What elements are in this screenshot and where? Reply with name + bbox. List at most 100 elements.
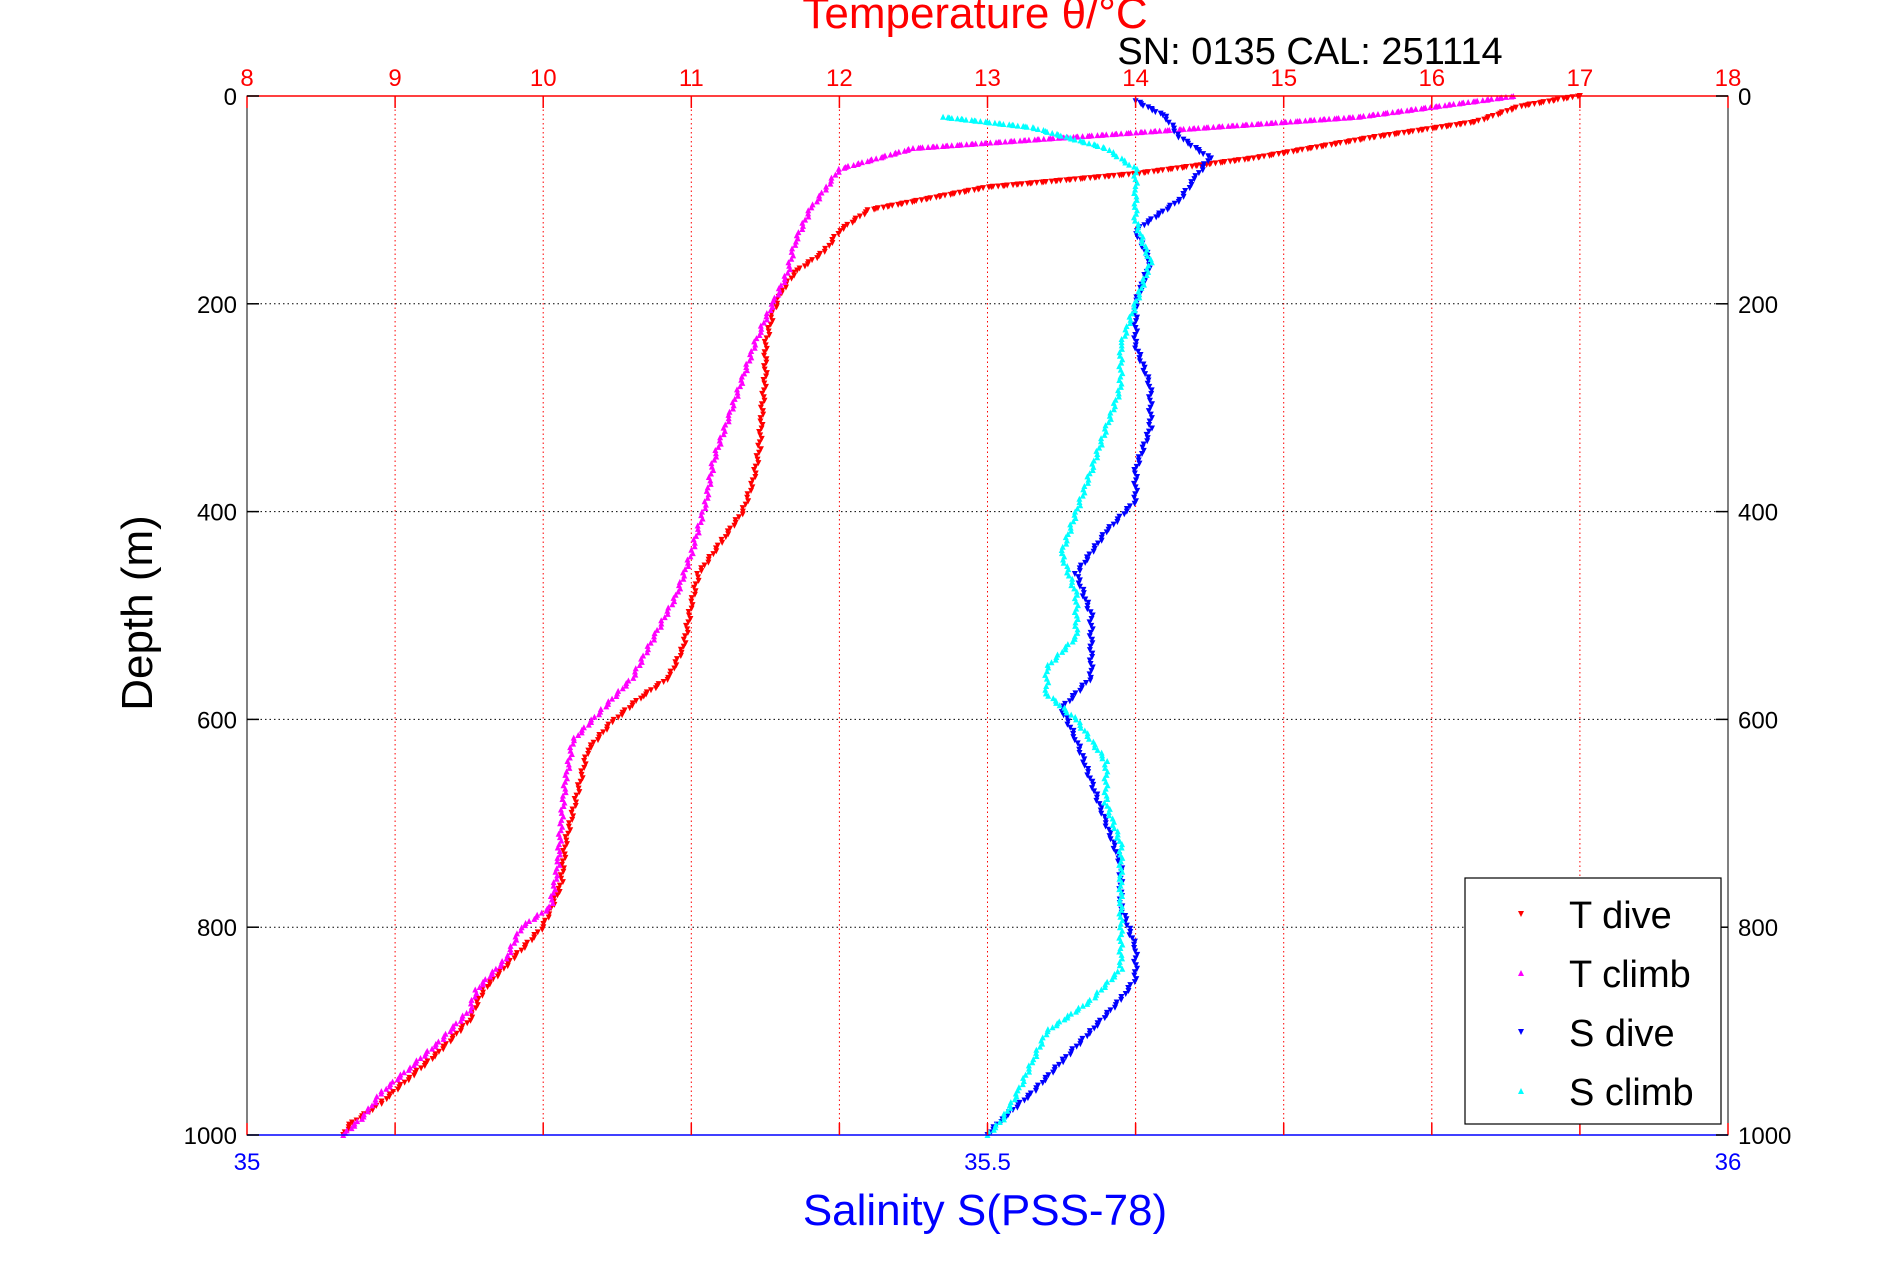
data-point bbox=[452, 1020, 459, 1027]
data-point bbox=[1086, 671, 1093, 678]
data-point bbox=[711, 456, 718, 463]
data-point bbox=[752, 470, 759, 477]
data-point bbox=[560, 868, 567, 875]
data-point bbox=[1118, 889, 1125, 896]
data-point bbox=[802, 216, 809, 223]
data-point bbox=[719, 539, 726, 546]
data-point bbox=[1134, 487, 1141, 494]
data-point bbox=[538, 909, 545, 916]
legend-item-t-dive[interactable]: T dive bbox=[1518, 895, 1672, 937]
data-point bbox=[766, 331, 773, 338]
data-point bbox=[554, 858, 561, 865]
data-point bbox=[554, 872, 561, 879]
data-point bbox=[1131, 467, 1138, 474]
y-tick-label-left: 600 bbox=[197, 707, 237, 734]
data-point bbox=[507, 946, 514, 953]
data-point bbox=[1116, 349, 1123, 356]
data-point bbox=[1453, 122, 1460, 129]
data-point bbox=[1046, 135, 1053, 142]
legend-item-t-climb[interactable]: T climb bbox=[1518, 954, 1691, 996]
data-point bbox=[1467, 120, 1474, 127]
data-point bbox=[1132, 955, 1139, 962]
data-point bbox=[760, 411, 767, 418]
data-point bbox=[1007, 138, 1014, 145]
legend-item-s-climb[interactable]: S climb bbox=[1518, 1072, 1694, 1114]
data-point bbox=[521, 944, 528, 951]
data-point bbox=[507, 949, 514, 956]
data-point bbox=[349, 1119, 356, 1126]
data-point bbox=[1131, 938, 1138, 945]
data-point bbox=[1102, 981, 1109, 988]
data-point bbox=[1148, 390, 1155, 397]
data-point bbox=[1141, 272, 1148, 279]
data-point bbox=[560, 848, 567, 855]
data-point bbox=[1071, 585, 1078, 592]
data-point bbox=[915, 144, 922, 151]
data-point bbox=[733, 386, 740, 393]
data-point bbox=[1039, 1080, 1046, 1087]
data-point bbox=[1145, 377, 1152, 384]
data-point bbox=[1418, 105, 1425, 112]
data-point bbox=[1063, 133, 1070, 140]
data-point bbox=[579, 775, 586, 782]
data-point bbox=[956, 189, 963, 196]
data-point bbox=[1063, 709, 1070, 716]
data-point bbox=[1076, 583, 1083, 590]
data-point bbox=[549, 899, 556, 906]
data-point bbox=[440, 1046, 447, 1053]
data-point bbox=[773, 304, 780, 311]
data-point bbox=[469, 1014, 476, 1021]
data-point bbox=[759, 422, 766, 429]
data-point bbox=[609, 695, 616, 702]
data-point bbox=[752, 463, 759, 470]
data-point bbox=[1351, 137, 1358, 144]
data-point bbox=[688, 605, 695, 612]
data-point bbox=[752, 473, 759, 480]
data-point bbox=[1118, 380, 1125, 387]
data-point bbox=[440, 1033, 447, 1040]
data-point bbox=[677, 653, 684, 660]
data-point bbox=[1030, 125, 1037, 132]
data-point bbox=[1073, 612, 1080, 619]
data-point bbox=[1049, 129, 1056, 136]
data-point bbox=[698, 568, 705, 575]
data-point bbox=[757, 404, 764, 411]
data-point bbox=[1518, 103, 1525, 110]
data-point bbox=[1033, 1046, 1040, 1053]
data-point bbox=[1140, 441, 1147, 448]
data-point bbox=[1131, 500, 1138, 507]
data-point bbox=[369, 1102, 376, 1109]
data-point bbox=[1165, 166, 1172, 173]
data-point bbox=[1250, 155, 1257, 162]
data-point bbox=[378, 1100, 385, 1107]
data-point bbox=[757, 322, 764, 329]
data-point bbox=[1102, 422, 1109, 429]
data-point bbox=[685, 609, 692, 616]
data-point bbox=[1081, 727, 1088, 734]
data-point bbox=[1101, 431, 1108, 438]
data-point bbox=[1116, 948, 1123, 955]
data-point bbox=[1143, 431, 1150, 438]
y-tick-label-left: 400 bbox=[197, 500, 237, 527]
data-point bbox=[358, 1115, 365, 1122]
data-point bbox=[550, 889, 557, 896]
data-point bbox=[1087, 629, 1094, 636]
data-point bbox=[1133, 318, 1140, 325]
data-point bbox=[600, 729, 607, 736]
data-point bbox=[781, 275, 788, 282]
data-point bbox=[1061, 1016, 1068, 1023]
legend-item-s-dive[interactable]: S dive bbox=[1518, 1013, 1675, 1055]
data-point bbox=[1045, 1072, 1052, 1079]
legend[interactable]: T dive T climb S dive S climb bbox=[1464, 877, 1722, 1125]
data-point bbox=[556, 861, 563, 868]
data-point bbox=[1084, 1033, 1091, 1040]
data-point bbox=[688, 595, 695, 602]
data-point bbox=[741, 370, 748, 377]
data-point bbox=[1052, 656, 1059, 663]
data-point bbox=[971, 187, 978, 194]
data-point bbox=[1073, 716, 1080, 723]
data-point bbox=[1103, 529, 1110, 536]
data-point bbox=[707, 470, 714, 477]
data-point bbox=[484, 983, 491, 990]
data-point bbox=[365, 1105, 372, 1112]
